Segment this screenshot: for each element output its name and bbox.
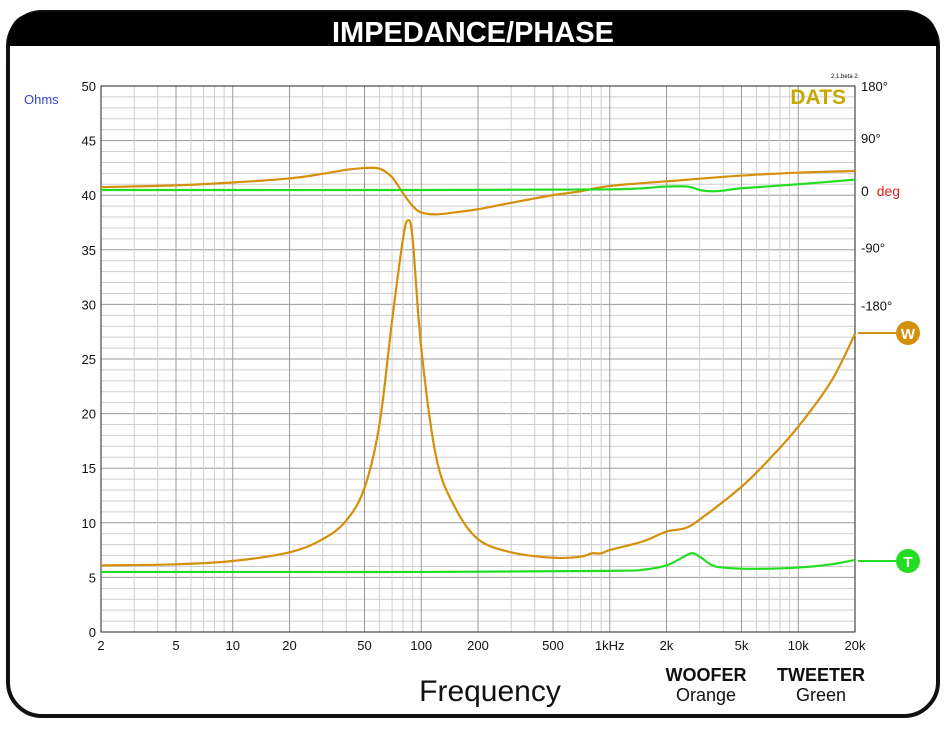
x-tick-label: 20k xyxy=(845,638,866,653)
y-tick-label: 0 xyxy=(89,625,96,640)
woofer-impedance-line xyxy=(100,219,856,567)
grid xyxy=(101,86,855,632)
x-tick-label: 10k xyxy=(788,638,809,653)
tweeter-marker-letter: T xyxy=(903,554,912,571)
phase-tick-label: 180° xyxy=(861,79,888,94)
phase-zero-label: 0 deg xyxy=(861,183,900,199)
tweeter-marker-circle xyxy=(896,549,920,573)
x-tick-label: 5 xyxy=(172,638,179,653)
y-tick-label: 40 xyxy=(82,188,96,203)
legend-tweeter-name: TWEETER xyxy=(777,665,865,685)
y-tick-label: 10 xyxy=(82,516,96,531)
version-label: 2.1.beta 2 xyxy=(831,74,858,80)
y-tick-label: 50 xyxy=(82,79,96,94)
x-axis-ticks: 2 5 10 20 50 100 200 500 1kHz 2k 5k 10k 20k xyxy=(97,638,866,653)
x-axis-label: Frequency xyxy=(419,675,561,708)
brand-label: DATS xyxy=(790,86,846,109)
plot-border xyxy=(100,85,856,633)
x-tick-label: 1kHz xyxy=(595,638,625,653)
phase-tick-label: 90° xyxy=(861,131,881,146)
y-tick-label: 15 xyxy=(82,461,96,476)
x-tick-label: 100 xyxy=(410,638,432,653)
y-tick-label: 30 xyxy=(82,297,96,312)
phase-unit-deg: deg xyxy=(877,183,900,199)
y-tick-label: 25 xyxy=(82,352,96,367)
y-tick-label: 35 xyxy=(82,243,96,258)
x-tick-label: 5k xyxy=(735,638,749,653)
phase-zero-number: 0 xyxy=(861,183,869,199)
legend-woofer-name: WOOFER xyxy=(666,665,747,685)
y-unit-label: Ohms xyxy=(24,92,59,107)
title-bar xyxy=(8,12,938,46)
legend-tweeter-color: Green xyxy=(796,685,846,705)
series xyxy=(100,166,856,574)
x-tick-label: 500 xyxy=(542,638,564,653)
woofer-marker-letter: W xyxy=(901,326,916,343)
woofer-marker-circle xyxy=(896,321,920,345)
phase-tick-label: -180° xyxy=(861,298,892,313)
legend-woofer-color: Orange xyxy=(676,685,736,705)
woofer-phase-line xyxy=(100,166,856,216)
y-tick-label: 5 xyxy=(89,570,96,585)
tweeter-impedance-line xyxy=(101,552,856,574)
phase-tick-label: -90° xyxy=(861,241,885,256)
x-tick-label: 2 xyxy=(97,638,104,653)
x-tick-label: 2k xyxy=(660,638,674,653)
phase-axis-ticks: 180° 90° -90° -180° xyxy=(861,79,892,313)
y-axis-ticks: 0 5 10 15 20 25 30 35 40 45 50 xyxy=(82,79,96,640)
x-tick-label: 200 xyxy=(467,638,489,653)
y-tick-label: 20 xyxy=(82,407,96,422)
x-tick-label: 10 xyxy=(226,638,240,653)
tweeter-phase-line xyxy=(100,178,856,193)
x-tick-label: 50 xyxy=(357,638,371,653)
chart-title: IMPEDANCE/PHASE xyxy=(332,17,614,49)
y-tick-label: 45 xyxy=(82,134,96,149)
x-tick-label: 20 xyxy=(282,638,296,653)
